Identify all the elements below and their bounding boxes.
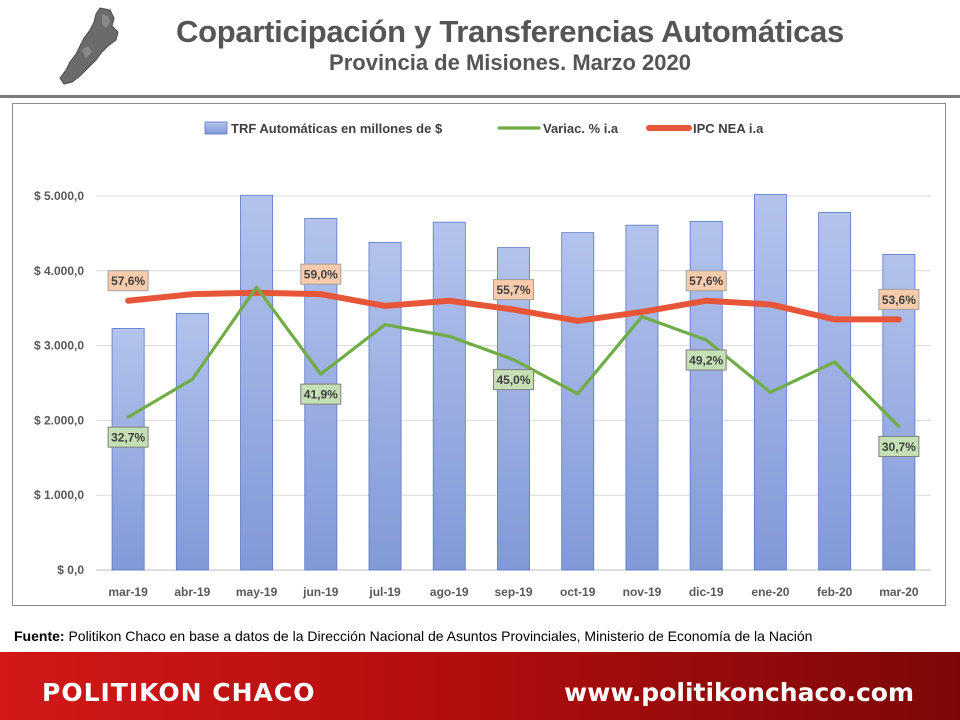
- bar-mar-19: [111, 327, 145, 571]
- y-tick-label: $ 2.000,0: [34, 413, 84, 427]
- ipc-data-label: 55,7%: [496, 283, 530, 297]
- x-tick-label: mar-20: [879, 585, 919, 599]
- source-text: Politikon Chaco en base a datos de la Di…: [64, 628, 813, 644]
- variacion-data-label-box: [300, 383, 342, 405]
- legend-label: IPC NEA i.a: [693, 121, 764, 136]
- x-tick-label: dic-19: [689, 585, 724, 599]
- bar-abr-19: [175, 313, 209, 571]
- page-title: Coparticipación y Transferencias Automát…: [176, 14, 844, 49]
- ipc-nea-line: [125, 289, 902, 324]
- variacion-data-label: 32,7%: [111, 431, 145, 445]
- ipc-data-label: 59,0%: [304, 268, 338, 282]
- ipc-data-label: 57,6%: [111, 274, 145, 288]
- variacion-data-label-box: [685, 349, 727, 371]
- misiones-map-icon: [59, 7, 119, 85]
- bar-ago-19: [432, 221, 466, 571]
- variacion-data-label: 30,7%: [882, 440, 916, 454]
- y-tick-label: $ 3.000,0: [34, 339, 84, 353]
- x-tick-label: abr-19: [174, 585, 210, 599]
- ipc-data-label: 57,6%: [689, 274, 723, 288]
- bar-jul-19: [368, 241, 402, 571]
- page-subtitle: Provincia de Misiones. Marzo 2020: [329, 50, 691, 75]
- variacion-line: [126, 285, 901, 429]
- variacion-data-label: 41,9%: [304, 388, 338, 402]
- source-label: Fuente:: [14, 628, 65, 644]
- variacion-data-label: 45,0%: [496, 373, 530, 387]
- bar-may-19: [240, 194, 274, 571]
- footer-banner: POLITIKON CHACO www.politikonchaco.com: [0, 652, 960, 720]
- header-divider: [0, 95, 960, 98]
- x-tick-label: oct-19: [560, 585, 596, 599]
- x-tick-label: ago-19: [430, 585, 469, 599]
- y-tick-label: $ 0,0: [57, 563, 84, 577]
- variacion-data-label: 49,2%: [689, 353, 723, 367]
- variacion-data-label-box: [107, 426, 149, 448]
- ipc-data-label-box: [107, 270, 149, 292]
- chart-frame: $ 0,0 $ 1.000,0 $ 2.000,0 $ 3.000,0 $ 4.000,…: [12, 103, 946, 606]
- legend-bar-swatch: [204, 121, 228, 135]
- ipc-data-label-box: [878, 288, 920, 310]
- legend-label: Variac. % i.a: [543, 121, 619, 136]
- footer-brand: POLITIKON CHACO: [42, 678, 316, 707]
- x-tick-label: jul-19: [368, 585, 401, 599]
- variacion-data-label-box: [493, 369, 534, 391]
- bar-sep-19: [497, 247, 530, 571]
- ipc-data-label: 53,6%: [882, 293, 916, 307]
- x-tick-label: mar-19: [108, 585, 148, 599]
- y-tick-label: $ 4.000,0: [34, 264, 84, 278]
- x-tick-label: sep-19: [494, 585, 532, 599]
- x-tick-label: nov-19: [623, 585, 662, 599]
- bar-feb-20: [818, 212, 852, 571]
- legend-label: TRF Automáticas en millones de $: [231, 121, 443, 136]
- bar-nov-19: [625, 224, 659, 571]
- ipc-data-label-box: [300, 263, 342, 285]
- footer-url-link[interactable]: www.politikonchaco.com: [564, 678, 914, 707]
- x-tick-label: feb-20: [817, 585, 853, 599]
- combo-chart: $ 0,0 $ 1.000,0 $ 2.000,0 $ 3.000,0 $ 4.000,…: [34, 121, 931, 599]
- ipc-data-label-box: [685, 270, 727, 292]
- x-tick-label: may-19: [236, 585, 278, 599]
- y-tick-label: $ 1.000,0: [34, 488, 84, 502]
- ipc-data-label-box: [493, 279, 534, 301]
- y-tick-label: $ 5.000,0: [34, 189, 84, 203]
- source-note: Fuente: Politikon Chaco en base a datos …: [14, 628, 812, 644]
- bar-oct-19: [561, 232, 595, 571]
- x-tick-label: ene-20: [751, 585, 789, 599]
- variacion-data-label-box: [878, 435, 920, 457]
- x-tick-label: jun-19: [302, 585, 339, 599]
